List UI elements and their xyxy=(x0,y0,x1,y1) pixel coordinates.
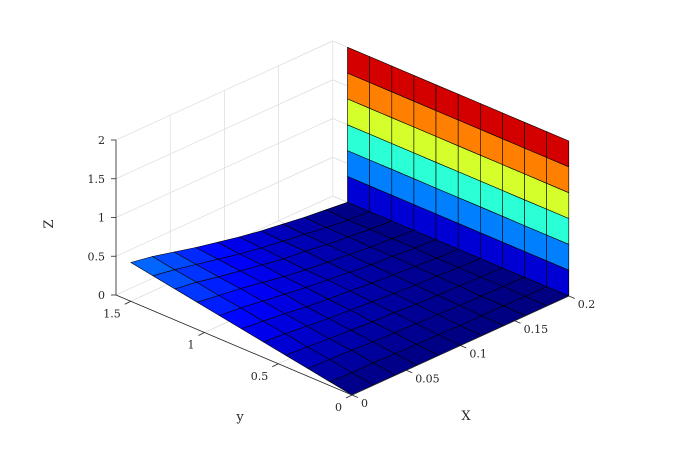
x-tick-label: 0 xyxy=(361,397,368,410)
y-axis-line xyxy=(115,294,353,396)
axes xyxy=(111,139,575,399)
x-tick-label: 0.15 xyxy=(524,323,549,336)
y-tick-mark xyxy=(124,300,131,305)
z-tick-label: 1.5 xyxy=(88,173,106,186)
y-axis-label: y xyxy=(235,410,244,425)
x-tick-label: 0.1 xyxy=(469,348,487,361)
y-tick-mark xyxy=(198,332,205,336)
surface xyxy=(130,46,570,396)
x-tick-mark xyxy=(568,295,575,299)
y-tick-label: 0 xyxy=(335,401,342,414)
z-tick-label: 0 xyxy=(98,289,105,302)
surface-cell xyxy=(546,131,570,168)
grid-line xyxy=(115,79,333,180)
tick-labels: 0 0.05 0.1 0.15 0.2 0 0.5 1 1.5 0 0.5 1 1.5 2 xyxy=(88,134,596,414)
z-tick-label: 2 xyxy=(98,134,105,147)
z-axis-label: Z xyxy=(42,219,57,228)
grid-line xyxy=(115,40,333,141)
x-tick-label: 0.2 xyxy=(578,298,596,311)
x-tick-mark xyxy=(351,394,359,398)
x-tick-mark xyxy=(406,369,413,374)
z-tick-label: 0.5 xyxy=(88,250,106,263)
x-tick-mark xyxy=(460,345,467,349)
y-tick-label: 1.5 xyxy=(103,307,121,320)
grid-line xyxy=(115,118,333,218)
y-tick-mark xyxy=(345,394,353,399)
y-tick-label: 1 xyxy=(188,339,195,352)
y-tick-label: 0.5 xyxy=(251,370,269,383)
z-tick-label: 1 xyxy=(98,212,105,225)
x-tick-mark xyxy=(514,320,521,324)
y-tick-mark xyxy=(272,363,279,368)
x-tick-label: 0.05 xyxy=(415,372,440,385)
x-axis-label: X xyxy=(461,409,471,424)
grid-line xyxy=(115,156,333,257)
